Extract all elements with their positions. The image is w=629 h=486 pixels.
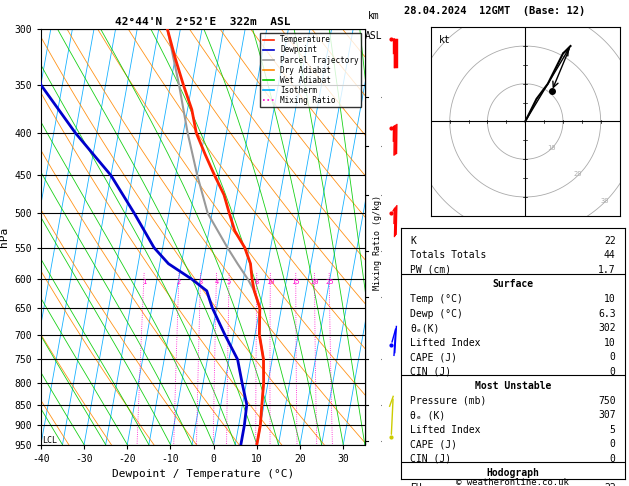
Text: 22: 22 — [604, 236, 616, 246]
Text: CIN (J): CIN (J) — [410, 454, 452, 464]
Text: 0: 0 — [610, 352, 616, 362]
Text: Surface: Surface — [493, 279, 533, 290]
Text: 44: 44 — [604, 250, 616, 260]
Text: 0: 0 — [610, 366, 616, 377]
Text: ASL: ASL — [364, 31, 382, 41]
Text: 25: 25 — [325, 279, 333, 285]
Text: Totals Totals: Totals Totals — [410, 250, 487, 260]
Text: 5: 5 — [610, 425, 616, 434]
Text: Dewp (°C): Dewp (°C) — [410, 309, 463, 318]
Text: kt: kt — [438, 35, 450, 45]
Text: 20: 20 — [310, 279, 319, 285]
Text: PW (cm): PW (cm) — [410, 265, 452, 275]
Text: 10: 10 — [547, 145, 556, 151]
Text: K: K — [410, 236, 416, 246]
Text: Lifted Index: Lifted Index — [410, 425, 481, 434]
Text: 6.3: 6.3 — [598, 309, 616, 318]
Text: Lifted Index: Lifted Index — [410, 338, 481, 347]
Text: EH: EH — [410, 483, 422, 486]
Text: Mixing Ratio (g/kg): Mixing Ratio (g/kg) — [373, 195, 382, 291]
Text: 20: 20 — [574, 172, 582, 177]
Text: 10: 10 — [266, 279, 274, 285]
Text: 5: 5 — [227, 279, 231, 285]
Text: CAPE (J): CAPE (J) — [410, 352, 457, 362]
Text: Temp (°C): Temp (°C) — [410, 294, 463, 304]
Text: 3: 3 — [198, 279, 203, 285]
Text: Hodograph: Hodograph — [486, 468, 540, 478]
Text: 0: 0 — [610, 439, 616, 449]
Text: 8: 8 — [255, 279, 259, 285]
Legend: Temperature, Dewpoint, Parcel Trajectory, Dry Adiabat, Wet Adiabat, Isotherm, Mi: Temperature, Dewpoint, Parcel Trajectory… — [260, 33, 361, 107]
Text: θₑ (K): θₑ (K) — [410, 410, 445, 420]
Text: CAPE (J): CAPE (J) — [410, 439, 457, 449]
Text: 750: 750 — [598, 396, 616, 406]
Text: 302: 302 — [598, 323, 616, 333]
Text: 0: 0 — [610, 454, 616, 464]
Text: 15: 15 — [291, 279, 300, 285]
Text: θₑ(K): θₑ(K) — [410, 323, 440, 333]
Text: 307: 307 — [598, 410, 616, 420]
Y-axis label: hPa: hPa — [0, 227, 9, 247]
Text: Pressure (mb): Pressure (mb) — [410, 396, 487, 406]
Text: LCL: LCL — [42, 436, 57, 445]
Text: 2: 2 — [177, 279, 181, 285]
Text: 30: 30 — [600, 198, 609, 204]
Title: 42°44'N  2°52'E  322m  ASL: 42°44'N 2°52'E 322m ASL — [115, 17, 291, 27]
Text: Most Unstable: Most Unstable — [475, 381, 551, 391]
Text: 22: 22 — [604, 483, 616, 486]
Text: 28.04.2024  12GMT  (Base: 12): 28.04.2024 12GMT (Base: 12) — [404, 6, 586, 16]
Text: km: km — [367, 11, 379, 21]
Text: 10: 10 — [604, 294, 616, 304]
Text: 1.7: 1.7 — [598, 265, 616, 275]
Text: 10: 10 — [604, 338, 616, 347]
Text: CIN (J): CIN (J) — [410, 366, 452, 377]
X-axis label: Dewpoint / Temperature (°C): Dewpoint / Temperature (°C) — [112, 469, 294, 479]
Text: 4: 4 — [214, 279, 218, 285]
Text: © weatheronline.co.uk: © weatheronline.co.uk — [456, 478, 569, 486]
Text: 1: 1 — [142, 279, 146, 285]
